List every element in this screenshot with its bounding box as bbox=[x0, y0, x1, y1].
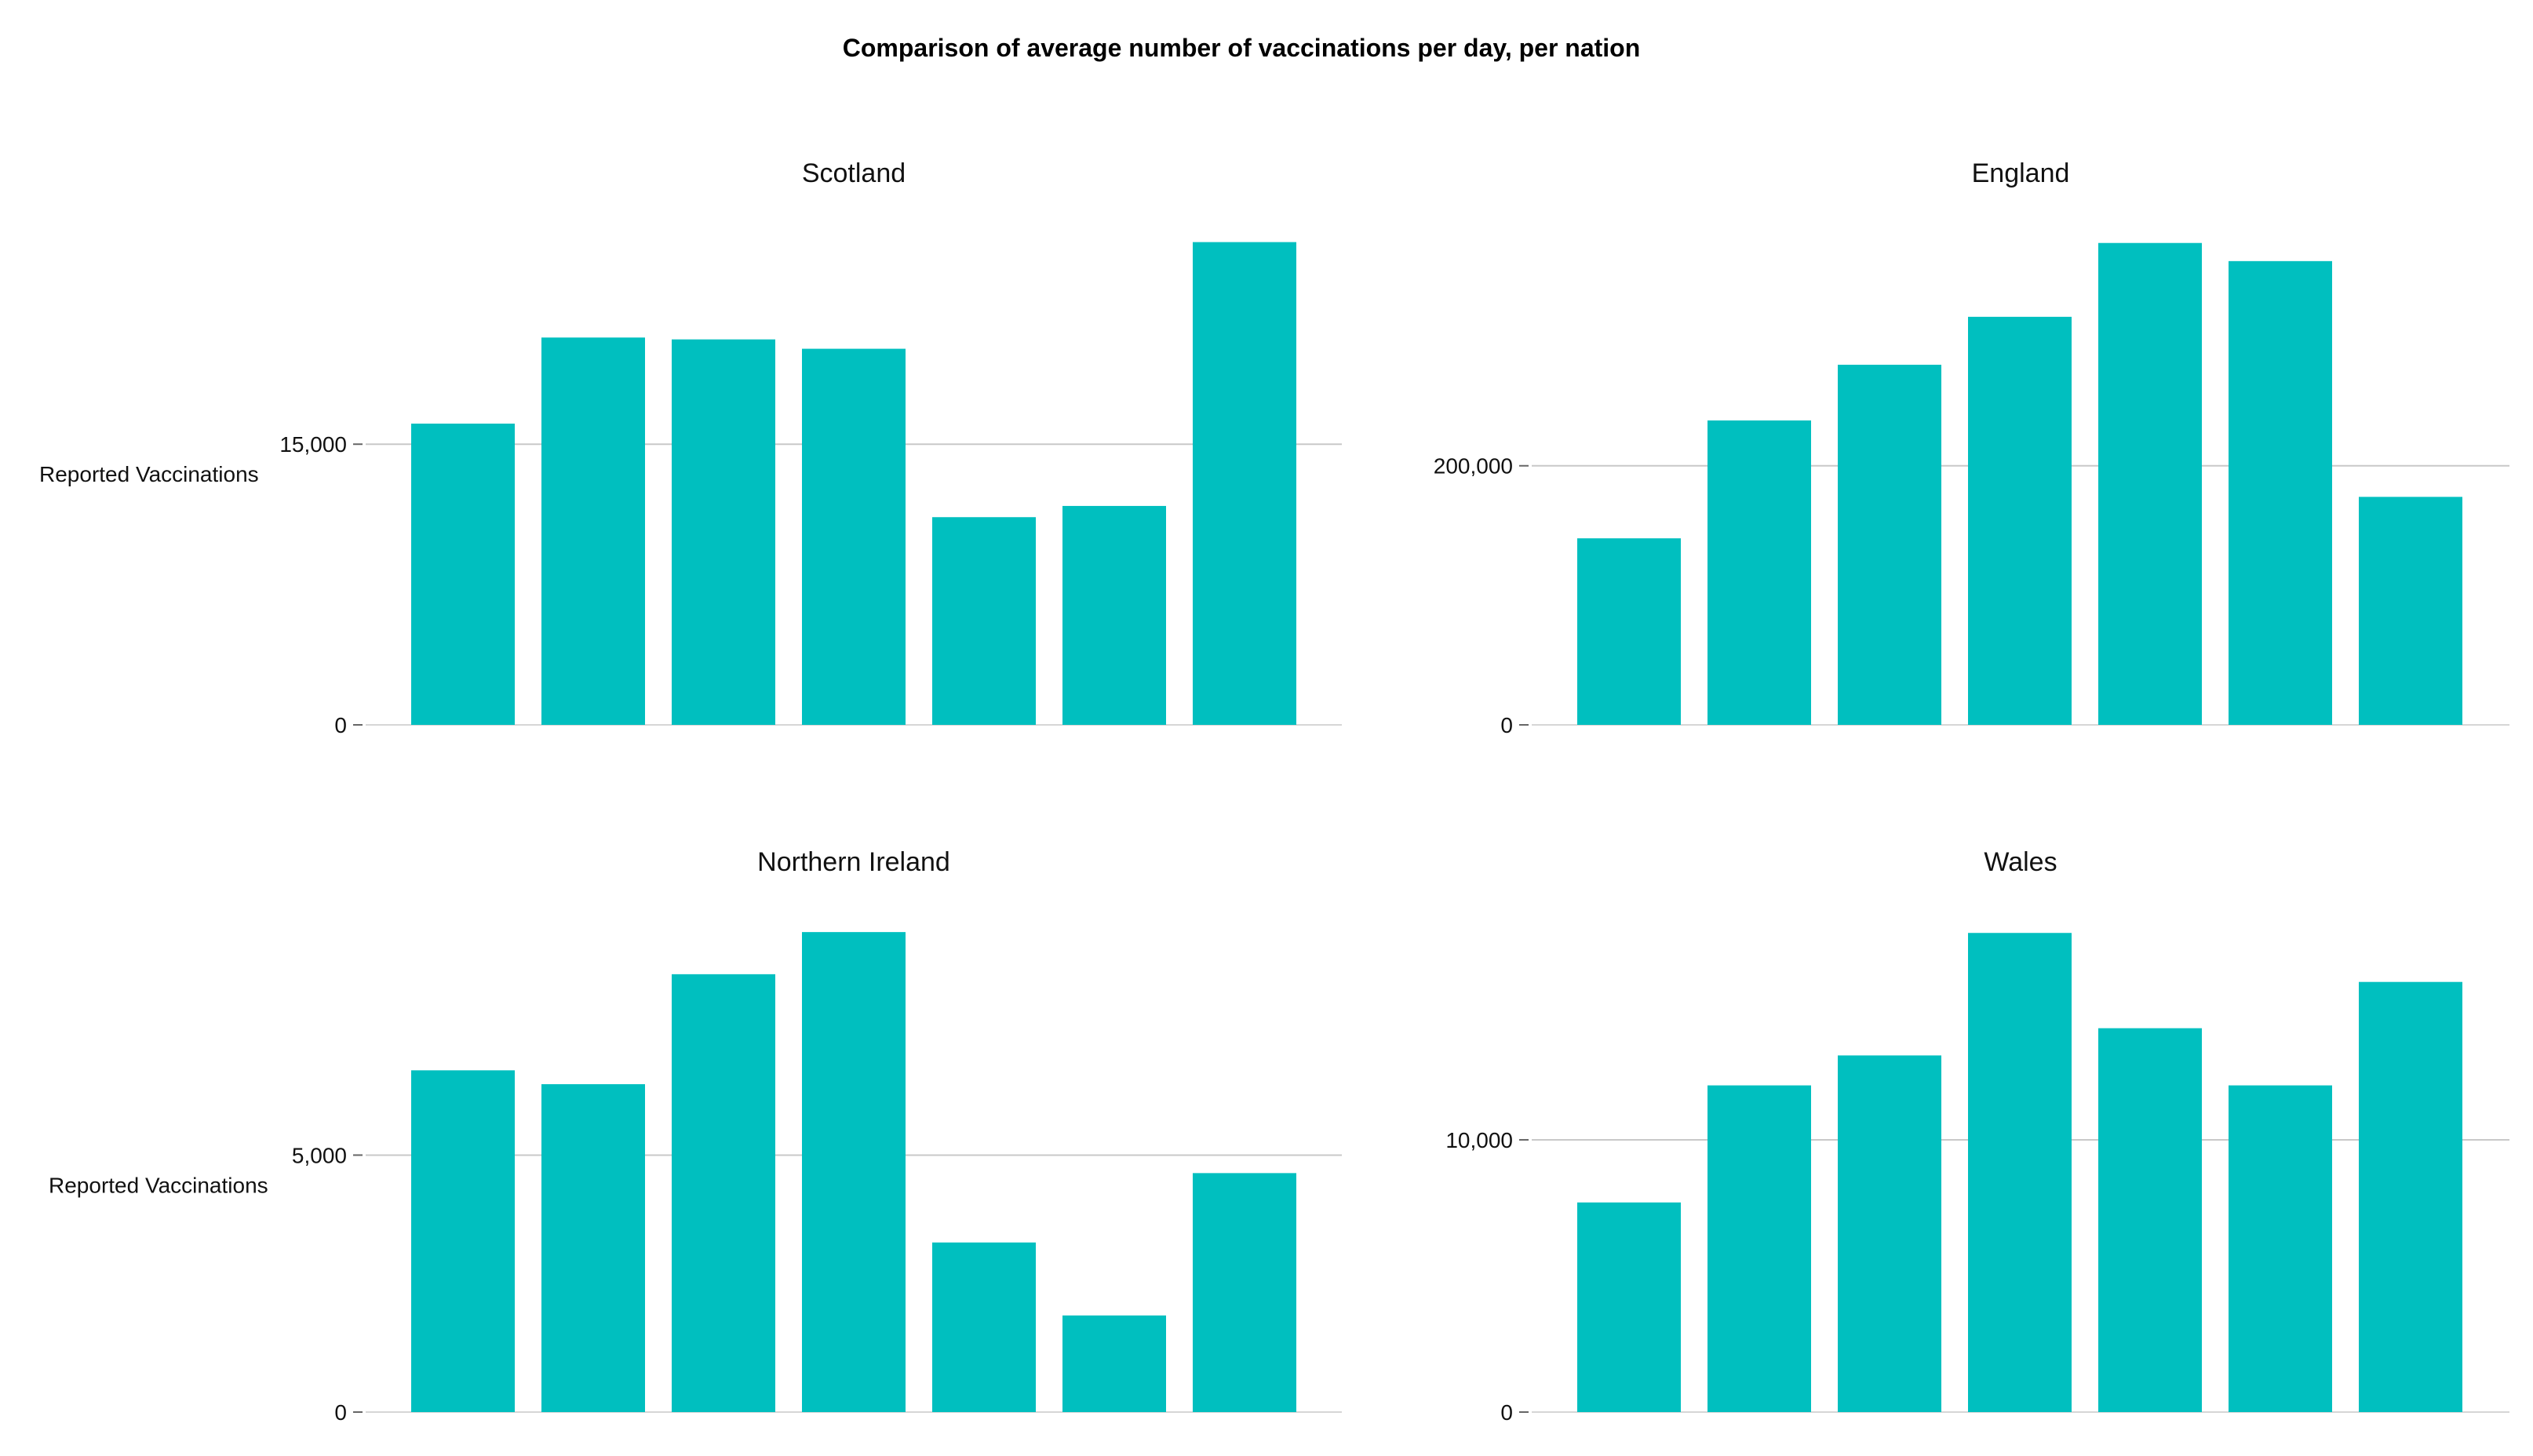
bar bbox=[932, 1242, 1036, 1412]
bar bbox=[2229, 260, 2332, 725]
bar bbox=[541, 337, 645, 725]
bar bbox=[1577, 538, 1681, 725]
y-tick-label: 10,000 bbox=[1445, 1128, 1513, 1152]
bar bbox=[1838, 364, 1941, 725]
bar bbox=[2098, 1028, 2202, 1412]
panel-3: Wales 0 10,000 bbox=[1445, 847, 2509, 1425]
bar bbox=[802, 932, 906, 1412]
bar bbox=[2098, 242, 2202, 725]
y-axis-label: Reported Vaccinations bbox=[49, 1173, 268, 1197]
y-tick-label: 0 bbox=[1500, 713, 1513, 737]
bar bbox=[2229, 1085, 2332, 1412]
panel-title: England bbox=[1972, 158, 2070, 188]
panel-1: England 0 200,000 bbox=[1434, 158, 2509, 737]
bar bbox=[672, 339, 775, 725]
y-tick-label: 5,000 bbox=[292, 1143, 347, 1167]
y-tick-label: 200,000 bbox=[1434, 454, 1513, 479]
panel-title: Scotland bbox=[802, 158, 906, 188]
bar bbox=[1968, 933, 2072, 1412]
bar bbox=[1838, 1055, 1941, 1412]
bar bbox=[411, 423, 515, 725]
bar bbox=[2359, 497, 2462, 725]
bar bbox=[1707, 420, 1811, 725]
bar bbox=[1062, 505, 1166, 725]
bar bbox=[932, 517, 1036, 725]
bar bbox=[2359, 981, 2462, 1412]
bar bbox=[1577, 1202, 1681, 1412]
y-tick-label: 0 bbox=[334, 1400, 347, 1425]
bar bbox=[541, 1084, 645, 1412]
y-tick-label: 0 bbox=[1500, 1400, 1513, 1425]
panels-group: Scotland 0 15,000 Reported Vaccinations Engl… bbox=[39, 158, 2509, 1425]
bar bbox=[802, 348, 906, 725]
y-tick-label: 15,000 bbox=[279, 432, 347, 457]
bar bbox=[1193, 1173, 1296, 1412]
panel-0: Scotland 0 15,000 Reported Vaccinations bbox=[39, 158, 1342, 737]
bar bbox=[411, 1070, 515, 1412]
panel-title: Wales bbox=[1984, 847, 2057, 877]
chart-title: Comparison of average number of vaccinat… bbox=[843, 34, 1641, 62]
bar bbox=[1062, 1315, 1166, 1412]
bar bbox=[1968, 316, 2072, 725]
y-tick-label: 0 bbox=[334, 713, 347, 737]
panel-title: Northern Ireland bbox=[757, 847, 950, 877]
bar bbox=[1193, 242, 1296, 726]
y-axis-label: Reported Vaccinations bbox=[39, 462, 259, 486]
panel-2: Northern Ireland 0 5,000 Reported Vaccinati… bbox=[49, 847, 1342, 1425]
bar bbox=[1707, 1085, 1811, 1412]
bar bbox=[672, 974, 775, 1412]
